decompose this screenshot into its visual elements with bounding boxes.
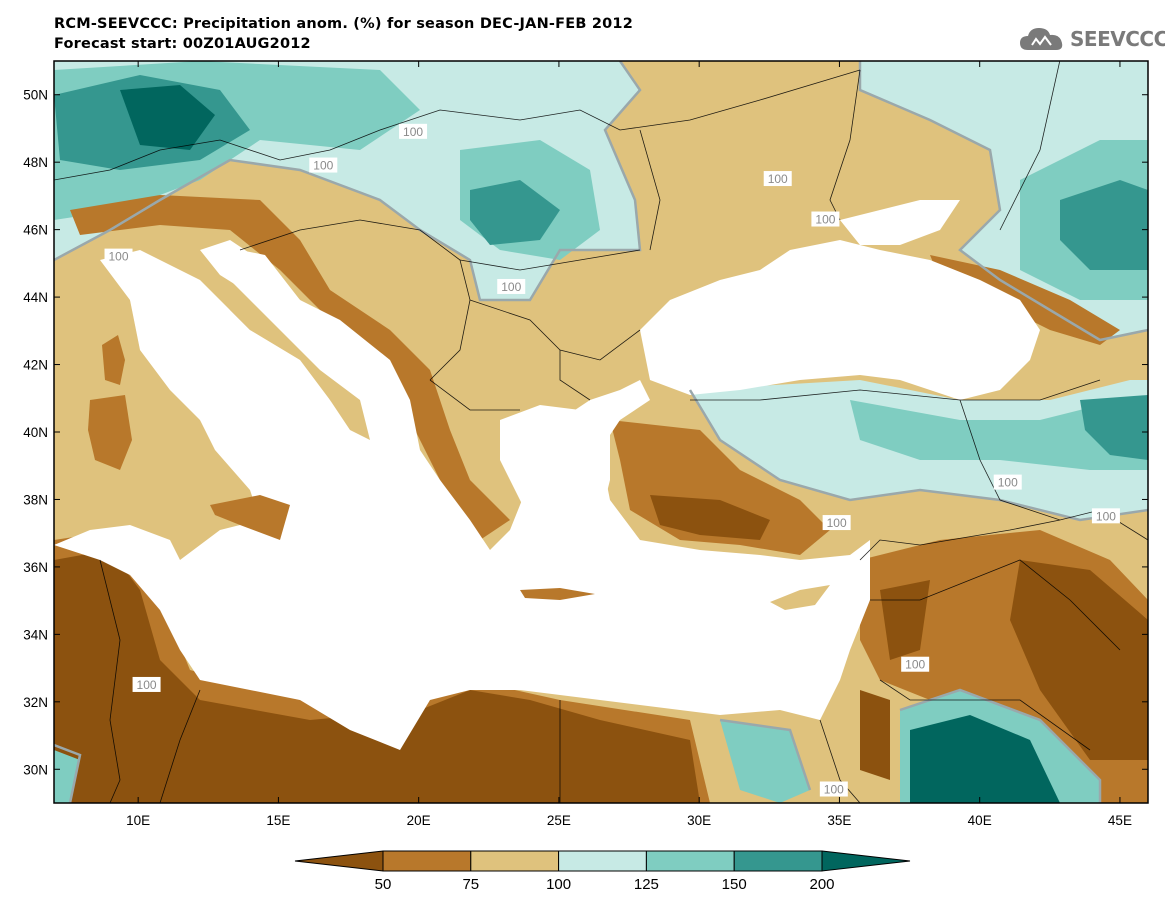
lon-tick-label: 20E <box>407 813 431 828</box>
crete-island <box>520 588 595 600</box>
field-lt50-levant <box>860 560 1148 780</box>
map-title: RCM-SEEVCCC: Precipitation anom. (%) for… <box>54 16 633 32</box>
colorbar-gt200-triangle <box>821 850 911 872</box>
lat-tick-label: 38N <box>23 492 48 507</box>
svg-text:100: 100 <box>109 250 129 264</box>
seevccc-logo: SEEVCCC <box>1018 24 1165 54</box>
cloud-icon <box>1020 28 1063 50</box>
colorbar-label: 100 <box>546 876 571 893</box>
latitude-axis: 50N 48N 46N 44N 42N 40N 38N 36N 34N 32N 30N <box>23 88 1148 777</box>
colorbar-label: 150 <box>722 876 747 893</box>
contour-label-100: 100 <box>901 656 930 672</box>
field-150-200-caucasus <box>1080 395 1148 460</box>
contour-label-100: 100 <box>763 171 792 187</box>
lat-tick-label: 42N <box>23 358 48 373</box>
map-field <box>54 61 1148 803</box>
colorbar-segment <box>470 850 560 872</box>
lon-tick-label: 15E <box>266 813 290 828</box>
colorbar-label: 50 <box>375 876 392 893</box>
svg-text:100: 100 <box>905 658 925 672</box>
svg-text:100: 100 <box>313 159 333 173</box>
lat-tick-label: 40N <box>23 425 48 440</box>
colorbar-segment <box>382 850 472 872</box>
contour-label-100: 100 <box>309 157 338 173</box>
lon-tick-label: 35E <box>827 813 851 828</box>
aegean-sea <box>500 405 610 540</box>
sea-of-azov <box>840 200 960 245</box>
sardinia-island <box>88 395 132 470</box>
field-gt200-central-eu <box>120 85 215 150</box>
svg-text:100: 100 <box>768 172 788 186</box>
svg-text:100: 100 <box>998 476 1018 490</box>
colorbar-segment <box>558 850 647 872</box>
contour-label-100: 100 <box>993 474 1022 490</box>
longitude-axis: 10E 15E 20E 25E 30E 35E 40E 45E <box>126 61 1132 828</box>
lat-tick-label: 30N <box>23 762 48 777</box>
forecast-start-label: Forecast start: 00Z01AUG2012 <box>54 36 311 52</box>
adriatic-sea <box>200 240 400 420</box>
lat-tick-label: 34N <box>23 627 48 642</box>
lon-tick-label: 30E <box>687 813 711 828</box>
colorbar-label: 75 <box>462 876 479 893</box>
lat-tick-label: 32N <box>23 695 48 710</box>
field-125-150-libya-west <box>54 750 80 803</box>
corsica-island <box>102 335 125 385</box>
lat-tick-label: 50N <box>23 88 48 103</box>
field-125-150-sinai <box>720 720 810 803</box>
field-150-200-pannonia <box>470 180 560 245</box>
lon-tick-label: 10E <box>126 813 150 828</box>
lat-tick-label: 36N <box>23 560 48 575</box>
contour-label-100: 100 <box>1091 508 1120 524</box>
field-125-150-turkey-east <box>850 400 1148 470</box>
svg-text:100: 100 <box>403 125 423 139</box>
contour-label-100: 100 <box>104 248 133 264</box>
cyprus-island <box>770 585 830 610</box>
contour-labels: 100 100 100 100 100 100 100 100 100 100 100 100 <box>104 123 1120 797</box>
contour-label-100: 100 <box>819 781 848 797</box>
colorbar-label: 200 <box>809 876 834 893</box>
field-lt50-anatolia <box>650 495 770 540</box>
field-lt50-africa <box>54 550 700 803</box>
svg-text:100: 100 <box>501 280 521 294</box>
colorbar-lt50-triangle <box>294 850 384 872</box>
colorbar-segment <box>733 850 823 872</box>
black-sea <box>640 240 1040 400</box>
colorbar: 50 75 100 125 150 200 <box>294 850 911 893</box>
logo-text: SEEVCCC <box>1070 27 1165 51</box>
lat-tick-label: 44N <box>23 290 48 305</box>
contour-lines-100 <box>54 61 1148 803</box>
field-50-75-alps <box>70 195 510 540</box>
contour-label-100: 100 <box>822 515 851 531</box>
lon-tick-label: 45E <box>1108 813 1132 828</box>
contour-label-100: 100 <box>399 123 428 139</box>
country-borders <box>54 61 1148 803</box>
svg-text:100: 100 <box>137 678 157 692</box>
tyrrhenian-sea <box>130 280 320 470</box>
svg-text:100: 100 <box>827 516 847 530</box>
contour-label-100: 100 <box>811 211 840 227</box>
field-gt200-arabia <box>910 715 1060 803</box>
contour-label-100: 100 <box>132 676 161 692</box>
lon-tick-label: 25E <box>547 813 571 828</box>
svg-text:100: 100 <box>824 783 844 797</box>
lon-tick-label: 40E <box>968 813 992 828</box>
contour-label-100: 100 <box>497 278 526 294</box>
svg-text:100: 100 <box>815 213 835 227</box>
colorbar-segment <box>645 850 735 872</box>
lat-tick-label: 48N <box>23 155 48 170</box>
field-150-200-caspian <box>1060 180 1148 270</box>
svg-text:100: 100 <box>1096 509 1116 523</box>
title-block: RCM-SEEVCCC: Precipitation anom. (%) for… <box>54 14 633 54</box>
sicily-island <box>210 495 290 540</box>
lat-tick-label: 46N <box>23 223 48 238</box>
colorbar-label: 125 <box>634 876 659 893</box>
